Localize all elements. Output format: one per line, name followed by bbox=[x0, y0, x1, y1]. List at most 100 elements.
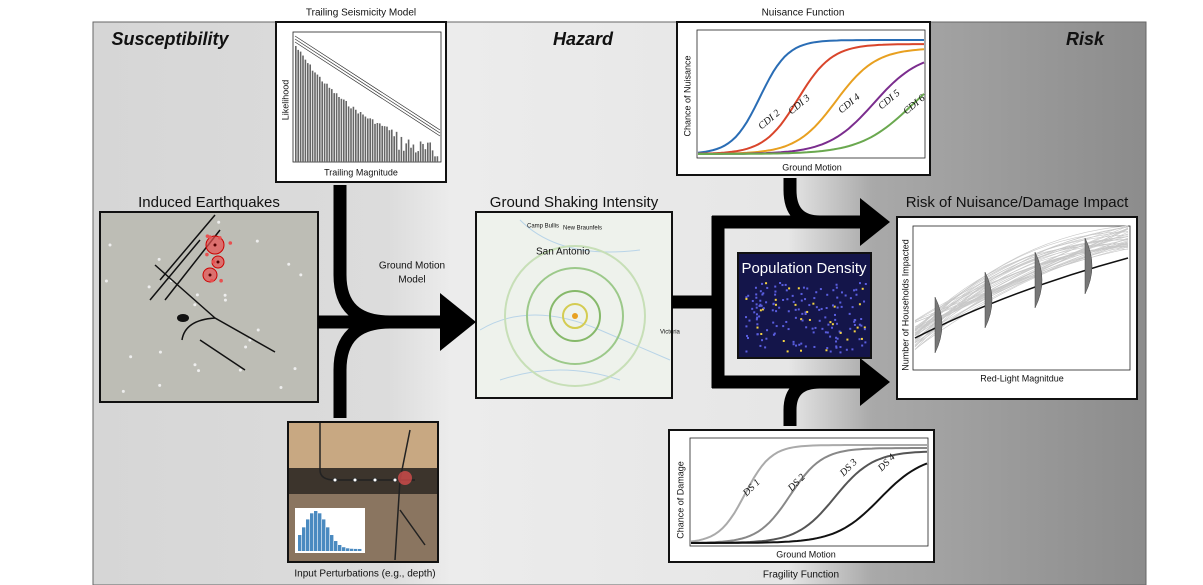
pop-dot bbox=[765, 301, 767, 303]
hist-bar bbox=[422, 144, 424, 162]
pop-dot bbox=[841, 291, 843, 293]
pop-dot bbox=[806, 287, 808, 289]
map-dot bbox=[239, 369, 242, 372]
axis-label: Likelihood bbox=[280, 80, 290, 121]
pop-dot bbox=[766, 329, 768, 331]
pop-dot bbox=[745, 325, 747, 327]
quake-center bbox=[214, 244, 217, 247]
pop-dot bbox=[805, 326, 807, 328]
inset-bar bbox=[318, 513, 321, 551]
pop-dot bbox=[827, 324, 829, 326]
pop-dot bbox=[836, 287, 838, 289]
pop-dot bbox=[798, 344, 800, 346]
pop-dot bbox=[826, 307, 828, 309]
hist-bar bbox=[405, 143, 407, 162]
figure: Susceptibility Hazard Risk Trailing Seis… bbox=[0, 0, 1203, 585]
hist-bar bbox=[386, 127, 388, 162]
quake-small bbox=[210, 279, 214, 283]
pop-dot bbox=[765, 338, 767, 340]
hist-bar bbox=[297, 50, 299, 162]
hist-bar bbox=[381, 126, 383, 162]
map-dot bbox=[159, 351, 162, 354]
pop-dot bbox=[860, 318, 862, 320]
panel-title: Nuisance Function bbox=[762, 8, 845, 19]
quake bbox=[398, 471, 412, 485]
pop-dot bbox=[861, 345, 863, 347]
hist-bar bbox=[420, 141, 422, 162]
pop-dot bbox=[845, 294, 847, 296]
map-dot bbox=[224, 299, 227, 302]
pop-dot bbox=[793, 343, 795, 345]
pop-dot bbox=[836, 297, 838, 299]
pop-dot bbox=[755, 287, 757, 289]
hist-bar bbox=[350, 108, 352, 162]
axis-label: Trailing Magnitude bbox=[324, 167, 398, 177]
sensor bbox=[353, 478, 357, 482]
hist-bar bbox=[362, 114, 364, 162]
pop-dot bbox=[774, 286, 776, 288]
inset-bar bbox=[310, 513, 313, 551]
pop-dot bbox=[846, 339, 848, 341]
hist-bar bbox=[341, 99, 343, 162]
pop-dot bbox=[812, 303, 814, 305]
pop-dot bbox=[808, 304, 810, 306]
pop-dot bbox=[854, 324, 856, 326]
pop-dot bbox=[854, 330, 856, 332]
map-dot bbox=[279, 386, 282, 389]
pop-dot bbox=[786, 298, 788, 300]
pop-dot bbox=[834, 314, 836, 316]
hist-bar bbox=[369, 118, 371, 162]
pop-dot bbox=[764, 346, 766, 348]
pop-dot bbox=[775, 310, 777, 312]
hist-bar bbox=[312, 71, 314, 162]
pop-dot bbox=[825, 331, 827, 333]
inset-bar bbox=[302, 527, 305, 551]
hist-bar bbox=[437, 156, 439, 162]
map-dot bbox=[287, 263, 290, 266]
panel-title: Ground Shaking Intensity bbox=[490, 194, 659, 211]
pop-dot bbox=[849, 328, 851, 330]
pop-dot bbox=[756, 313, 758, 315]
map-dot bbox=[294, 367, 297, 370]
hist-bar bbox=[365, 117, 367, 162]
pop-dot bbox=[834, 319, 836, 321]
quake-center bbox=[209, 274, 212, 277]
hist-bar bbox=[343, 100, 345, 162]
section-header: Hazard bbox=[553, 29, 614, 49]
pop-dot bbox=[774, 333, 776, 335]
pop-dot bbox=[745, 298, 747, 300]
hist-bar bbox=[329, 88, 331, 162]
pop-dot bbox=[839, 346, 841, 348]
pop-dot bbox=[788, 328, 790, 330]
pop-dot bbox=[826, 347, 828, 349]
quake-small bbox=[218, 236, 222, 240]
pop-dot bbox=[753, 311, 755, 313]
pop-dot bbox=[837, 338, 839, 340]
pop-dot bbox=[755, 297, 757, 299]
pop-dot bbox=[825, 349, 827, 351]
hist-bar bbox=[355, 110, 357, 162]
pop-dot bbox=[855, 289, 857, 291]
pop-dot bbox=[864, 341, 866, 343]
hist-bar bbox=[374, 124, 376, 162]
pop-dot bbox=[765, 282, 767, 284]
pop-dot bbox=[814, 327, 816, 329]
hist-bar bbox=[403, 151, 405, 162]
pop-dot bbox=[783, 340, 785, 342]
pop-dot bbox=[820, 288, 822, 290]
pop-dot bbox=[751, 308, 753, 310]
hist-bar bbox=[427, 143, 429, 162]
hist-bar bbox=[305, 60, 307, 162]
map-dot bbox=[193, 303, 196, 306]
pop-dot bbox=[745, 350, 747, 352]
hist-bar bbox=[302, 56, 304, 162]
hist-bar bbox=[300, 52, 302, 162]
place-label: Camp Bullis bbox=[527, 224, 559, 230]
pop-dot bbox=[778, 307, 780, 309]
pop-dot bbox=[798, 308, 800, 310]
quake-small bbox=[206, 234, 210, 238]
pop-dot bbox=[776, 325, 778, 327]
inset-bar bbox=[334, 541, 337, 551]
pop-dot bbox=[865, 283, 867, 285]
pop-dot bbox=[758, 315, 760, 317]
